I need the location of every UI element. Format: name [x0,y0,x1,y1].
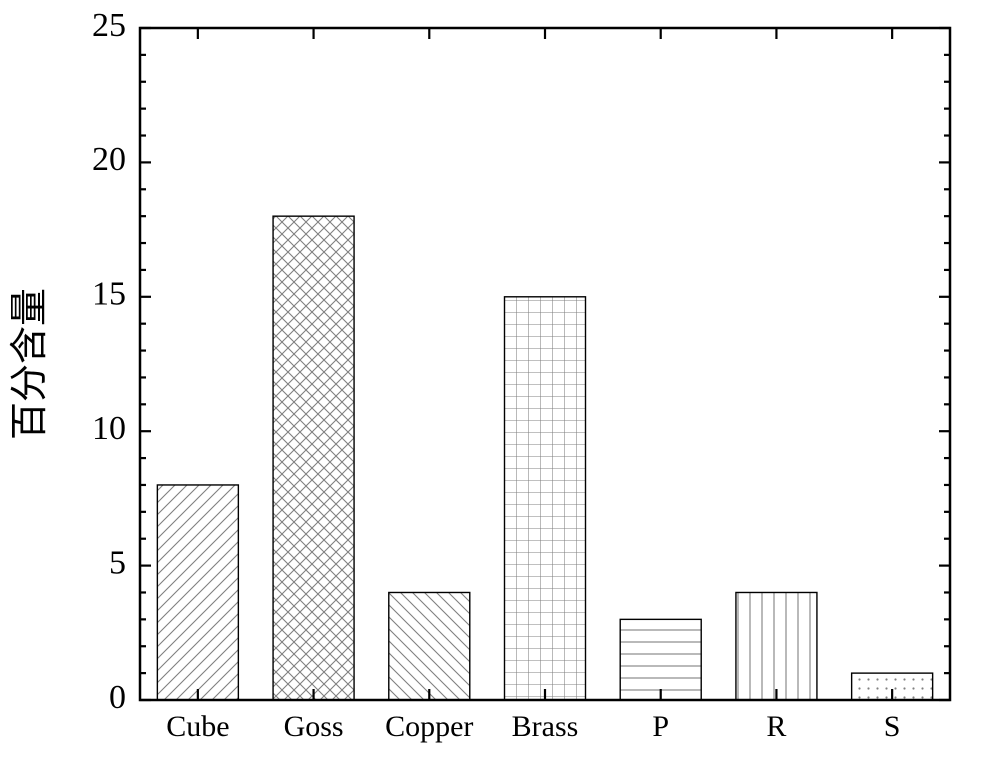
y-tick-label: 0 [109,679,126,716]
x-tick-label: Goss [284,710,344,743]
bar-brass [505,297,586,700]
bar-r [736,592,817,700]
y-axis-label: 百分含量 [9,288,51,440]
bar-goss [273,216,354,700]
chart-bg [0,0,1000,769]
bar-chart: 0 5 10 15 20 25 Cube Goss Copper Brass P R S 百分含量 [0,0,1000,769]
y-tick-label: 10 [92,410,126,447]
x-tick-label: S [884,710,901,743]
y-tick-label: 20 [92,141,126,178]
x-tick-label: P [652,710,669,743]
bar-copper [389,592,470,700]
y-tick-label: 15 [92,276,126,313]
y-tick-label: 25 [92,7,126,44]
bar-p [620,619,701,700]
x-tick-label: Copper [385,710,473,743]
x-tick-label: Brass [512,710,579,743]
y-tick-label: 5 [109,544,126,581]
x-tick-label: R [766,710,786,743]
bar-cube [157,485,238,700]
x-tick-label: Cube [166,710,229,743]
chart-svg: 0 5 10 15 20 25 Cube Goss Copper Brass P R S 百分含量 [0,0,1000,769]
